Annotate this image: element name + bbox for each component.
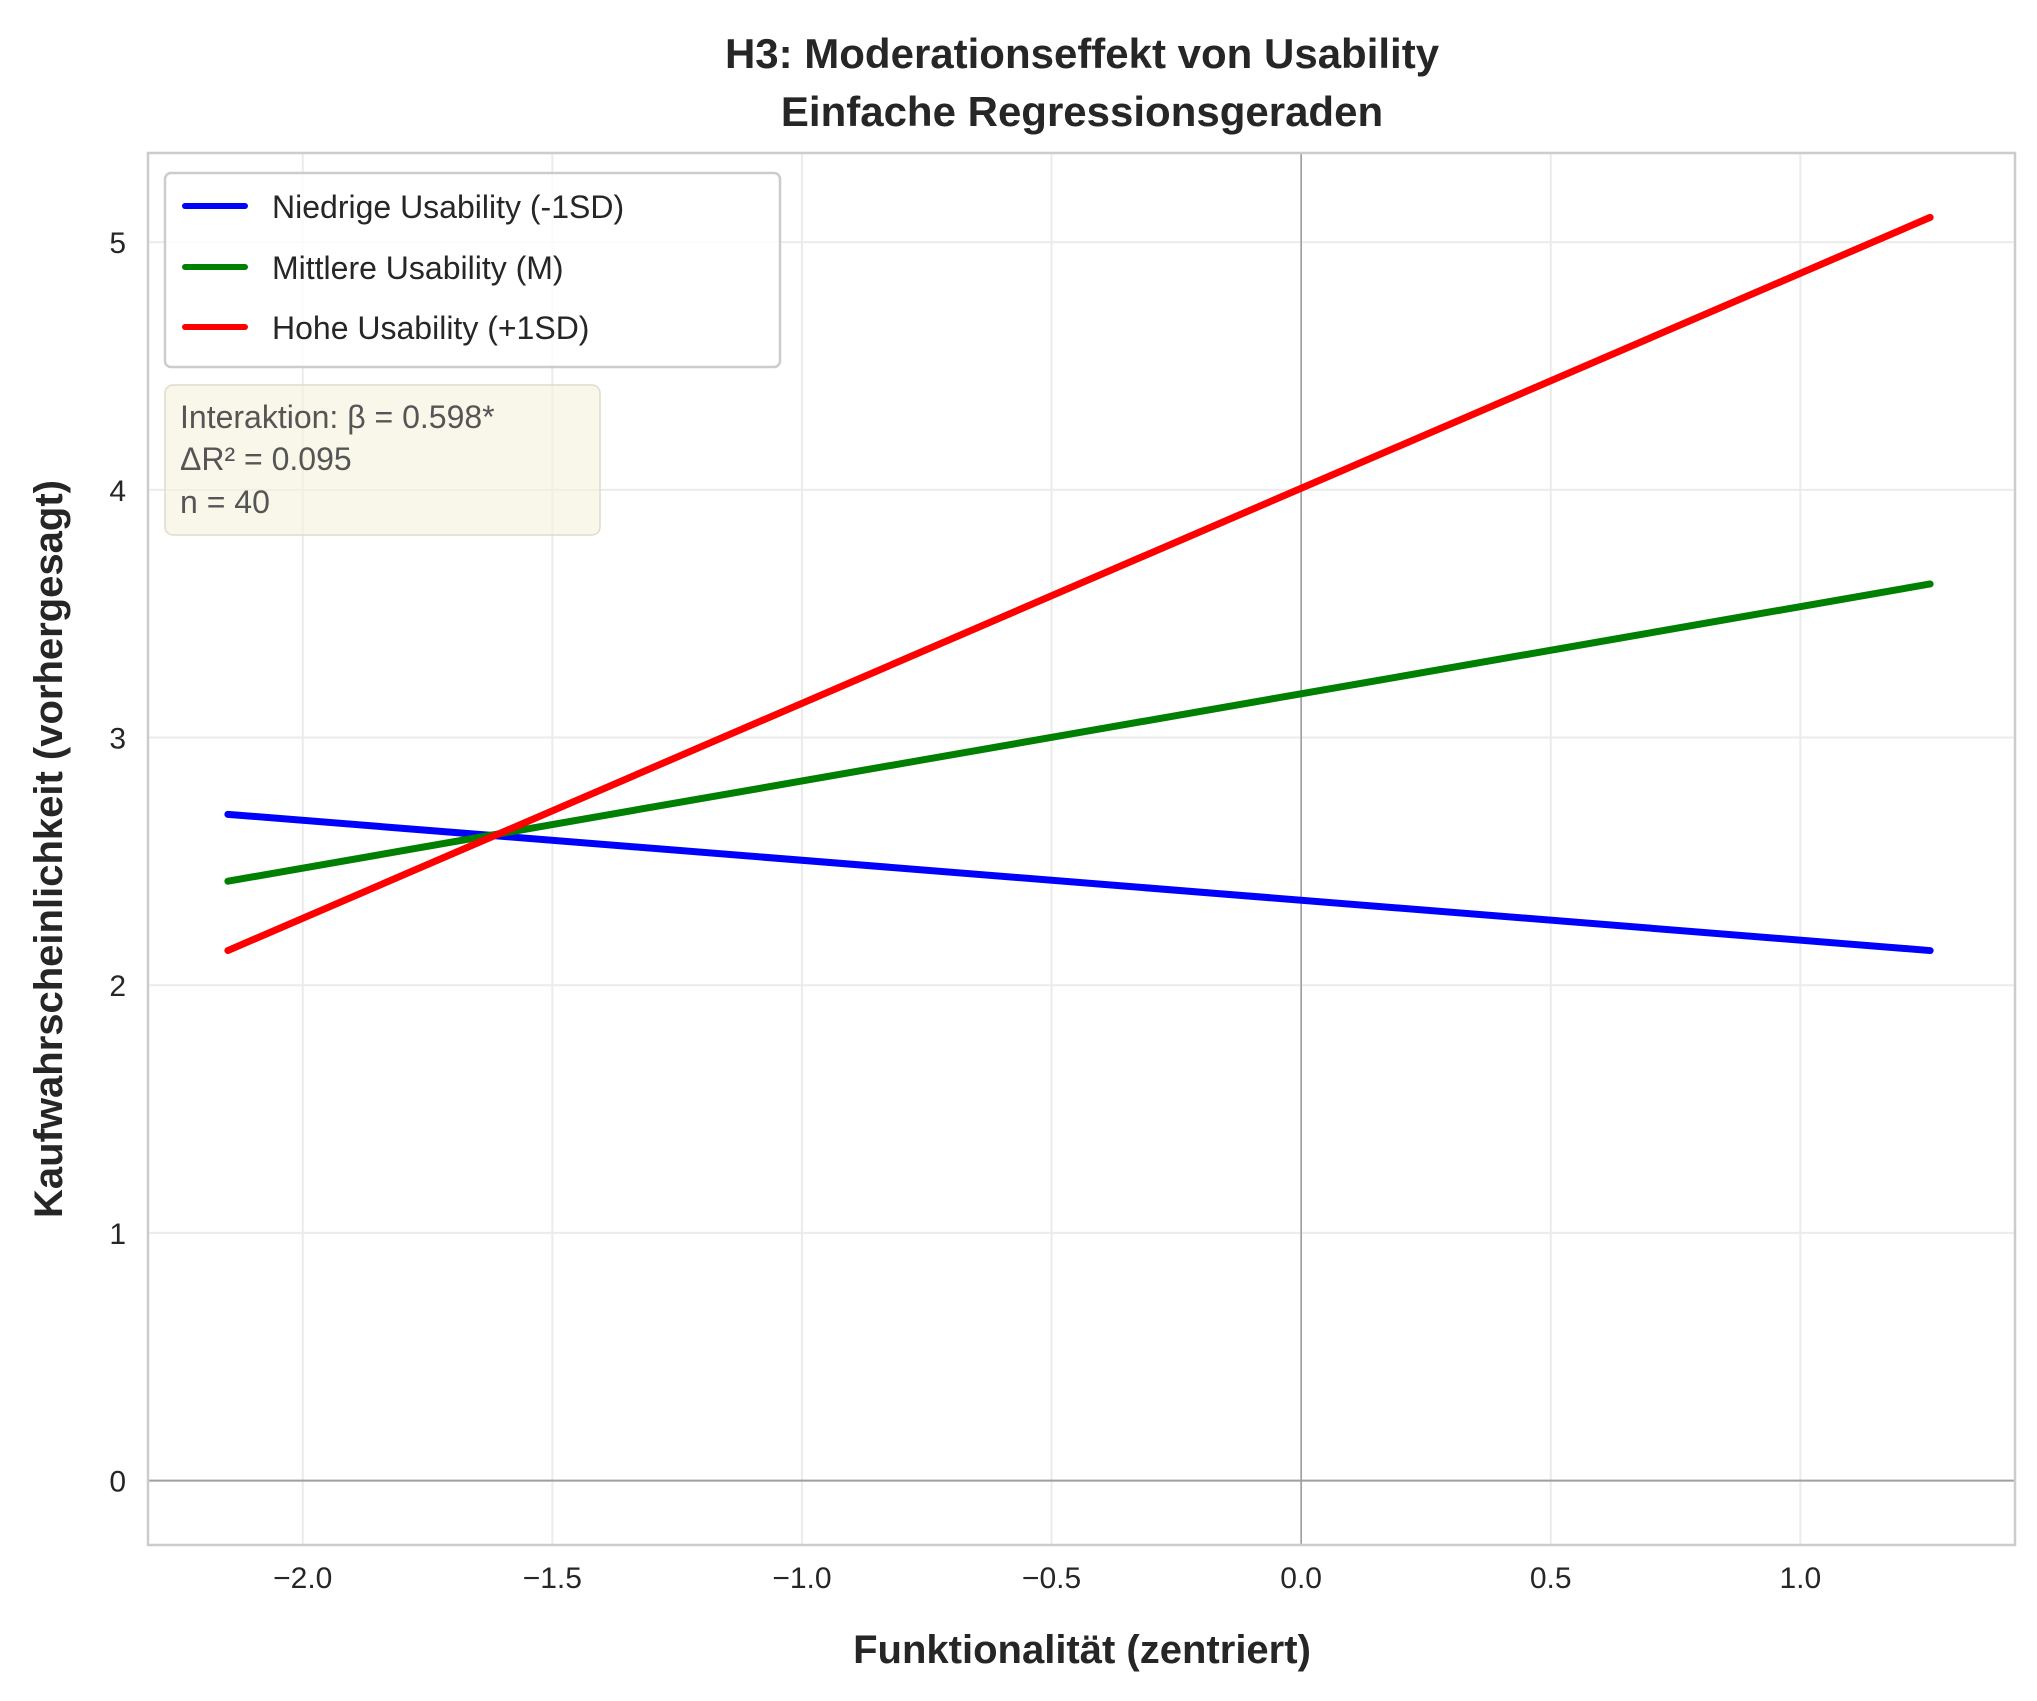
series-line-0	[224, 810, 1934, 955]
series-lines	[224, 213, 1934, 955]
x-tick-label: 1.0	[1779, 1562, 1821, 1595]
reference-lines	[148, 153, 2015, 1545]
annotation-line-1: Interaktion: β = 0.598*	[180, 399, 495, 435]
chart-title-line-1: H3: Moderationseffekt von Usability	[725, 30, 1440, 77]
y-tick-label: 3	[109, 723, 126, 756]
x-ticks: −2.0 −1.5 −1.0 −0.5 0.0 0.5 1.0	[273, 1562, 1821, 1595]
y-tick-label: 5	[109, 227, 126, 260]
legend: Niedrige Usability (-1SD) Mittlere Usabi…	[163, 171, 782, 369]
annotation-line-2: ΔR² = 0.095	[180, 441, 352, 477]
y-ticks: 0 1 2 3 4 5	[109, 227, 126, 1498]
x-tick-label: −1.5	[523, 1562, 582, 1595]
axes-frame	[146, 151, 2017, 1547]
x-axis-label: Funktionalität (zentriert)	[853, 1628, 1311, 1672]
y-tick-label: 4	[109, 475, 126, 508]
y-tick-label: 0	[109, 1466, 126, 1499]
y-tick-label: 1	[109, 1218, 126, 1251]
x-tick-label: −1.0	[772, 1562, 831, 1595]
x-tick-label: 0.0	[1280, 1562, 1322, 1595]
y-tick-label: 2	[109, 970, 126, 1003]
chart-title-line-2: Einfache Regressionsgeraden	[781, 88, 1383, 135]
x-tick-label: −2.0	[273, 1562, 332, 1595]
legend-label-low: Niedrige Usability (-1SD)	[272, 189, 624, 225]
x-tick-label: 0.5	[1530, 1562, 1572, 1595]
annotation-box: Interaktion: β = 0.598* ΔR² = 0.095 n = …	[164, 384, 601, 536]
legend-label-mid: Mittlere Usability (M)	[272, 250, 564, 286]
legend-label-high: Hohe Usability (+1SD)	[272, 310, 589, 346]
x-tick-label: −0.5	[1022, 1562, 1081, 1595]
annotation-line-3: n = 40	[180, 484, 270, 520]
series-line-1	[224, 580, 1934, 885]
series-line-2	[224, 213, 1934, 955]
y-axis-label: Kaufwahrscheinlichkeit (vorhergesagt)	[27, 480, 71, 1218]
